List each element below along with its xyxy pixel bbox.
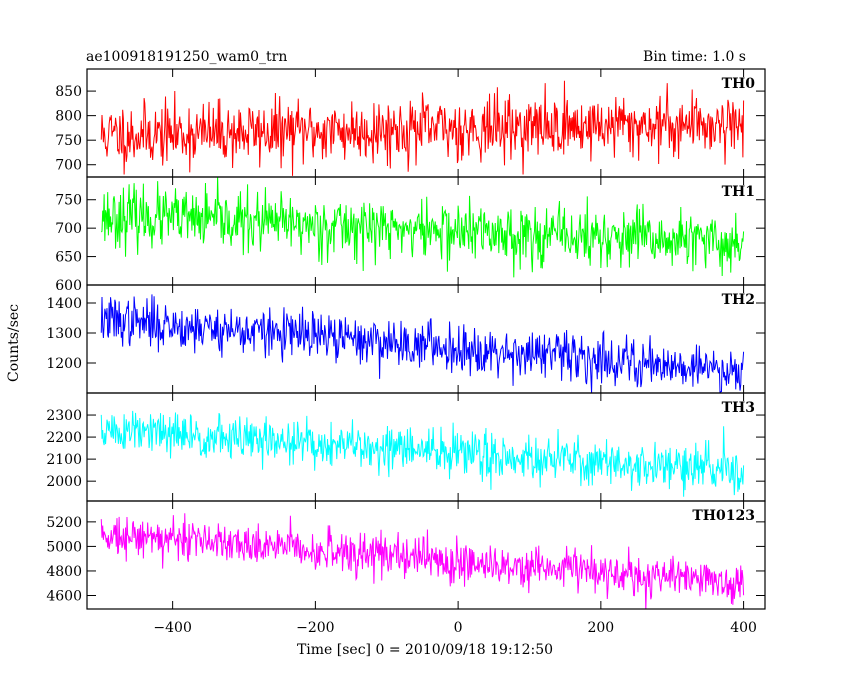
series-line-th3 [100,410,745,497]
y-tick-label: 5200 [46,515,82,531]
y-tick-label: 4800 [46,564,82,580]
series-line-th0123 [100,513,745,609]
y-tick-label: 1400 [46,296,82,312]
y-tick-label: 1200 [46,356,82,372]
x-tick-label: 0 [454,620,463,636]
y-tick-label: 4600 [46,589,82,605]
y-tick-label: 650 [55,250,82,266]
x-tick-label: −200 [296,620,334,636]
series-line-th2 [100,294,745,393]
x-tick-label: −400 [153,620,191,636]
x-tick-label: 200 [587,620,614,636]
x-axis-label: Time [sec] 0 = 2010/09/18 19:12:50 [297,642,553,658]
y-tick-label: 1300 [46,326,82,342]
panels-group: 700 750 800 850 TH0 600 650 700 750 TH1 1200 1300 14… [46,68,766,636]
y-tick-label: 800 [55,109,82,125]
y-axis-label: Counts/sec [6,304,22,382]
y-tick-label: 850 [55,84,82,100]
panel-name-label: TH2 [722,292,755,308]
y-tick-label: 700 [55,221,82,237]
panel-th2: 1200 1300 1400 TH2 [46,284,766,394]
panel-frame [86,500,766,610]
panel-name-label: TH3 [722,400,755,416]
panel-name-label: TH0123 [692,508,755,524]
series-line-th1 [100,177,745,278]
y-tick-label: 2000 [46,474,82,490]
chart-subtitle: Bin time: 1.0 s [643,49,746,65]
chart-title: ae100918191250_wam0_trn [86,49,287,65]
series-line-th0 [100,80,745,176]
y-tick-label: 5000 [46,539,82,555]
y-tick-label: 2200 [46,430,82,446]
y-tick-label: 700 [55,158,82,174]
panel-th0123: 4600 4800 5000 5200 TH0123 [46,500,766,610]
y-tick-label: 2300 [46,408,82,424]
panel-name-label: TH0 [722,76,756,92]
y-tick-label: 750 [55,193,82,209]
panel-th1: 600 650 700 750 TH1 [55,176,766,294]
x-tick-label: 400 [730,620,757,636]
y-tick-label: 750 [55,133,82,149]
y-tick-label: 2100 [46,452,82,468]
panel-th3: 2000 2100 2200 2300 TH3 [46,392,766,502]
y-tick-label: 600 [55,278,82,294]
panel-th0: 700 750 800 850 TH0 [55,68,766,178]
panel-name-label: TH1 [722,184,755,200]
